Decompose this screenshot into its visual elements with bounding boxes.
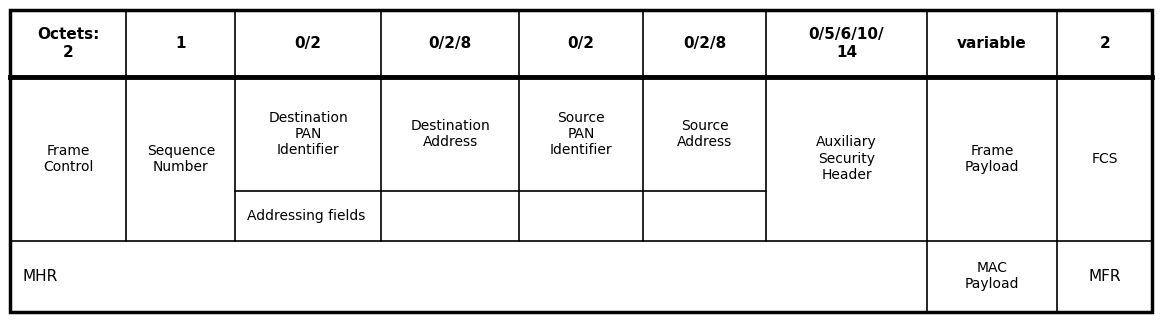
Text: Frame
Payload: Frame Payload <box>964 144 1019 174</box>
Text: 0/2/8: 0/2/8 <box>429 36 472 51</box>
Text: Octets:
2: Octets: 2 <box>37 27 100 60</box>
Text: 0/5/6/10/
14: 0/5/6/10/ 14 <box>809 27 884 60</box>
Text: Sequence
Number: Sequence Number <box>146 144 215 174</box>
Text: Source
PAN
Identifier: Source PAN Identifier <box>550 111 612 157</box>
Text: 0/2: 0/2 <box>567 36 595 51</box>
Text: MAC
Payload: MAC Payload <box>964 261 1019 291</box>
Text: MFR: MFR <box>1089 269 1121 284</box>
Text: FCS: FCS <box>1091 152 1118 166</box>
Text: 2: 2 <box>1099 36 1110 51</box>
Text: Destination
PAN
Identifier: Destination PAN Identifier <box>268 111 349 157</box>
Text: Auxiliary
Security
Header: Auxiliary Security Header <box>816 136 877 182</box>
Text: MHR: MHR <box>22 269 57 284</box>
Text: Source
Address: Source Address <box>677 119 732 149</box>
Text: 0/2/8: 0/2/8 <box>683 36 726 51</box>
Text: 1: 1 <box>175 36 186 51</box>
Text: variable: variable <box>957 36 1027 51</box>
Text: Frame
Control: Frame Control <box>43 144 93 174</box>
Text: 0/2: 0/2 <box>295 36 322 51</box>
Text: Addressing fields: Addressing fields <box>248 209 366 223</box>
Text: Destination
Address: Destination Address <box>410 119 490 149</box>
